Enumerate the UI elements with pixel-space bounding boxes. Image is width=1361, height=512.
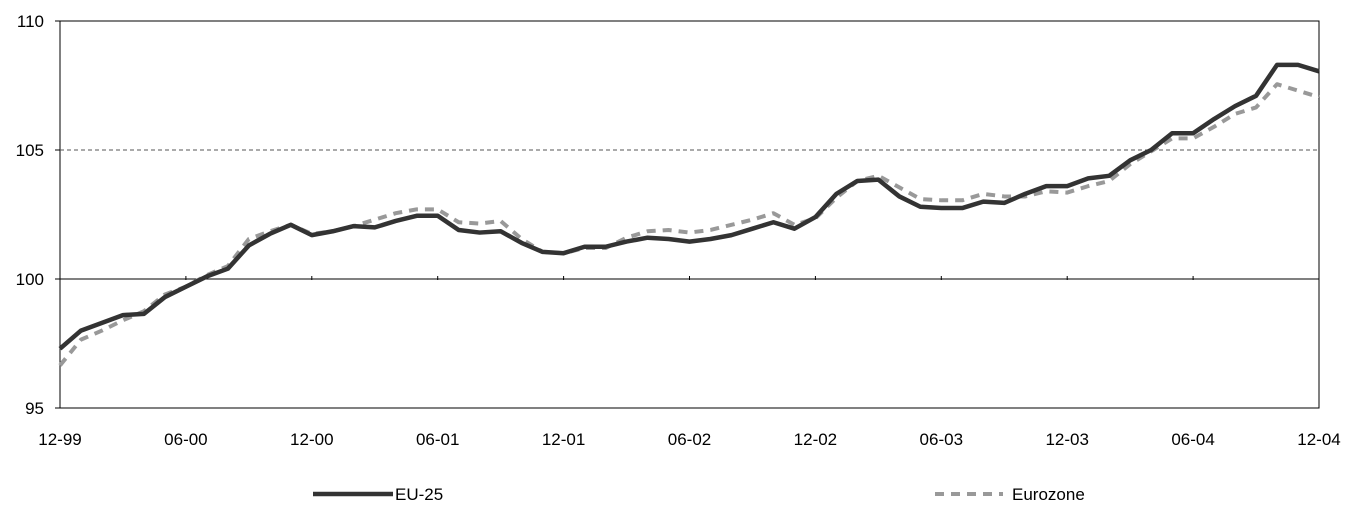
y-tick-label: 110 xyxy=(17,12,44,31)
series-layer xyxy=(58,62,1320,367)
y-tick-label: 105 xyxy=(16,141,44,160)
x-tick-label: 12-00 xyxy=(290,430,333,449)
x-tick-label: 12-99 xyxy=(38,430,81,449)
x-tick-label: 12-01 xyxy=(542,430,585,449)
legend: EU-25 Eurozone xyxy=(313,485,1085,504)
x-tick-label: 12-02 xyxy=(794,430,837,449)
y-tick-label: 95 xyxy=(25,399,44,418)
x-tick-label: 06-02 xyxy=(668,430,711,449)
legend-label-eurozone: Eurozone xyxy=(1012,485,1085,504)
x-tick-label: 06-01 xyxy=(416,430,459,449)
x-axis: 12-99 06-00 12-00 06-01 12-01 06-02 12-02 06-03… xyxy=(38,276,1341,449)
x-tick-label: 12-03 xyxy=(1045,430,1088,449)
series-line-eurozone xyxy=(58,82,1320,367)
y-tick-label: 100 xyxy=(16,270,44,289)
series-line-eu-25 xyxy=(58,62,1320,351)
plot-area xyxy=(59,20,1320,409)
plot-frame xyxy=(59,20,1320,409)
x-tick-label: 06-00 xyxy=(164,430,207,449)
x-tick-label: 06-04 xyxy=(1171,430,1214,449)
y-axis: 95 100 105 110 xyxy=(16,12,60,418)
x-tick-label: 06-03 xyxy=(920,430,963,449)
reference-lines xyxy=(60,149,1319,280)
legend-label-eu-25: EU-25 xyxy=(395,485,443,504)
x-tick-label: 12-04 xyxy=(1297,430,1340,449)
